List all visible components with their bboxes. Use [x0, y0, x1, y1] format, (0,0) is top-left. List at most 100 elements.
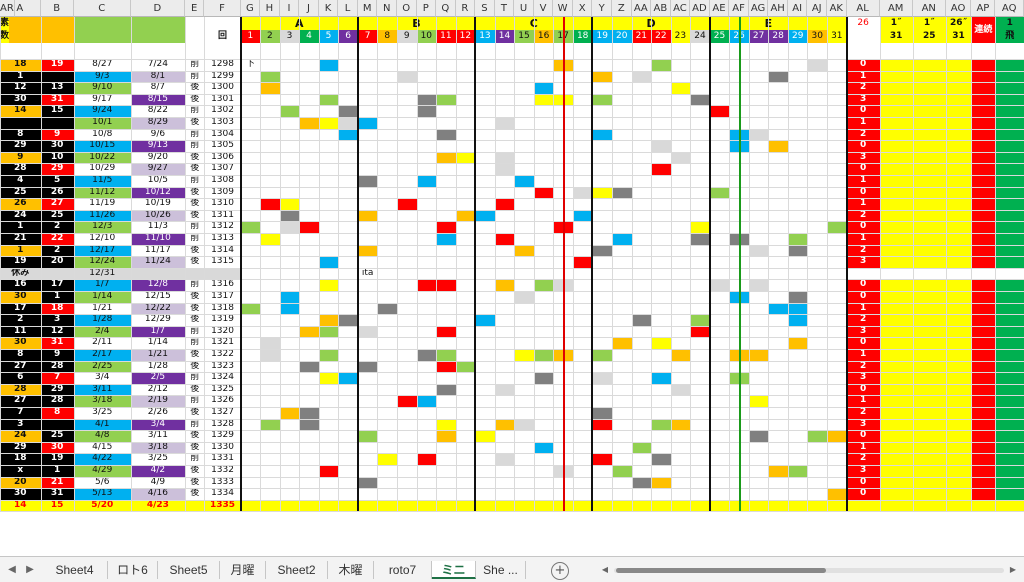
- number-header-14[interactable]: 14: [494, 30, 515, 43]
- row-kai[interactable]: 1321: [204, 337, 241, 349]
- row-al[interactable]: 0: [846, 476, 880, 489]
- scroll-right-icon[interactable]: ▶: [1009, 565, 1017, 574]
- number-header-7[interactable]: 7: [357, 30, 378, 43]
- row-date-d[interactable]: 1/28: [130, 360, 185, 373]
- row-a[interactable]: 21: [0, 233, 41, 245]
- row-a[interactable]: 24: [0, 430, 41, 442]
- row-b[interactable]: 28: [40, 395, 74, 407]
- row-date-c[interactable]: 9/24: [73, 105, 131, 117]
- column-header-g[interactable]: G: [240, 0, 261, 17]
- row-b[interactable]: 20: [40, 256, 74, 268]
- row-a[interactable]: 6: [0, 372, 41, 384]
- row-b[interactable]: 27: [40, 198, 74, 210]
- row-kai[interactable]: 1303: [204, 117, 241, 129]
- row-b[interactable]: 21: [40, 476, 74, 489]
- header-c[interactable]: [73, 17, 131, 43]
- row-half[interactable]: 後: [184, 256, 205, 268]
- row-date-c[interactable]: 12/10: [73, 233, 131, 245]
- column-header-ar[interactable]: AR: [0, 0, 15, 17]
- row-date-c[interactable]: 10/15: [73, 140, 131, 152]
- row-b[interactable]: 15: [40, 105, 74, 117]
- row-a[interactable]: 27: [0, 360, 41, 373]
- row-kai[interactable]: 1304: [204, 128, 241, 141]
- row-a[interactable]: 28: [0, 163, 41, 175]
- row-b[interactable]: 13: [40, 82, 74, 94]
- row-al[interactable]: 0: [846, 430, 880, 442]
- row-al[interactable]: 2: [846, 453, 880, 465]
- row-kai[interactable]: [204, 267, 241, 280]
- row-b[interactable]: 2: [40, 221, 74, 233]
- column-header-l[interactable]: L: [338, 0, 358, 17]
- row-al[interactable]: 0: [846, 221, 880, 233]
- column-header-ae[interactable]: AE: [709, 0, 730, 17]
- row-kai[interactable]: 1317: [204, 291, 241, 303]
- row-a[interactable]: 2: [0, 314, 41, 326]
- row-date-d[interactable]: 3/4: [130, 418, 185, 431]
- row-al[interactable]: 2: [846, 244, 880, 257]
- row-b[interactable]: 8: [40, 407, 74, 419]
- row-kai[interactable]: 1323: [204, 360, 241, 373]
- row-kai[interactable]: 1307: [204, 163, 241, 175]
- number-header-10[interactable]: 10: [416, 30, 437, 43]
- row-date-d[interactable]: 12/29: [130, 314, 185, 326]
- number-header-4[interactable]: 4: [299, 30, 319, 43]
- row-date-c[interactable]: 12/24: [73, 256, 131, 268]
- row-date-d[interactable]: 8/15: [130, 93, 185, 106]
- row-half[interactable]: 後: [184, 93, 205, 106]
- number-header-9[interactable]: 9: [396, 30, 417, 43]
- row-b[interactable]: 3: [40, 314, 74, 326]
- next-sheet-icon[interactable]: ▶: [26, 564, 34, 575]
- column-header-f[interactable]: F: [204, 0, 241, 17]
- row-a[interactable]: 1: [0, 221, 41, 233]
- row-kai[interactable]: 1312: [204, 221, 241, 233]
- row-al[interactable]: 0: [846, 163, 880, 175]
- row-b[interactable]: 18: [40, 302, 74, 315]
- row-date-c[interactable]: 2/11: [73, 337, 131, 349]
- row-a[interactable]: 29: [0, 441, 41, 454]
- row-date-d[interactable]: 9/6: [130, 128, 185, 141]
- row-half[interactable]: 後: [184, 186, 205, 199]
- row-kai[interactable]: 1325: [204, 383, 241, 396]
- row-date-c[interactable]: 11/12: [73, 186, 131, 199]
- row-kai[interactable]: 1310: [204, 198, 241, 210]
- row-date-c[interactable]: 2/25: [73, 360, 131, 373]
- header-kai[interactable]: 回: [204, 30, 241, 43]
- row-b[interactable]: 25: [40, 209, 74, 222]
- column-header-u[interactable]: U: [514, 0, 534, 17]
- row-date-c[interactable]: 3/18: [73, 395, 131, 407]
- row-kai[interactable]: 1328: [204, 418, 241, 431]
- footer-a[interactable]: 14: [0, 499, 41, 512]
- row-al[interactable]: 1: [846, 117, 880, 129]
- sheet-tab-1[interactable]: ロト6: [108, 561, 158, 579]
- break-row-label[interactable]: ita: [361, 267, 374, 278]
- row-b[interactable]: 9: [40, 128, 74, 141]
- row-date-d[interactable]: 9/20: [130, 151, 185, 164]
- row-date-c[interactable]: 10/22: [73, 151, 131, 164]
- row-half[interactable]: 後: [184, 430, 205, 442]
- row-kai[interactable]: 1324: [204, 372, 241, 384]
- header-38-top[interactable]: 1˝: [879, 17, 913, 30]
- number-header-16[interactable]: 16: [533, 30, 554, 43]
- row-a[interactable]: 30: [0, 488, 41, 500]
- column-header-am[interactable]: AM: [879, 0, 913, 17]
- row-a[interactable]: 14: [0, 105, 41, 117]
- row-half[interactable]: 後: [184, 291, 205, 303]
- row-b[interactable]: 19: [40, 59, 74, 71]
- row-al[interactable]: 0: [846, 337, 880, 349]
- row-al[interactable]: 1: [846, 349, 880, 361]
- row-date-d[interactable]: 11/17: [130, 244, 185, 257]
- row-kai[interactable]: 1320: [204, 325, 241, 338]
- row-half[interactable]: 前: [184, 418, 205, 431]
- number-header-11[interactable]: 11: [436, 30, 456, 43]
- row-date-c[interactable]: 9/3: [73, 70, 131, 83]
- row-a[interactable]: 29: [0, 140, 41, 152]
- row-b[interactable]: 31: [40, 488, 74, 500]
- row-half[interactable]: 前: [184, 175, 205, 187]
- row-a[interactable]: 30: [0, 337, 41, 349]
- row-al[interactable]: 0: [846, 59, 880, 71]
- header-40-top[interactable]: 26˝: [945, 17, 972, 30]
- row-date-d[interactable]: 3/18: [130, 441, 185, 454]
- footer-b[interactable]: 15: [40, 499, 74, 512]
- row-date-c[interactable]: 8/27: [73, 59, 131, 71]
- row-kai[interactable]: 1326: [204, 395, 241, 407]
